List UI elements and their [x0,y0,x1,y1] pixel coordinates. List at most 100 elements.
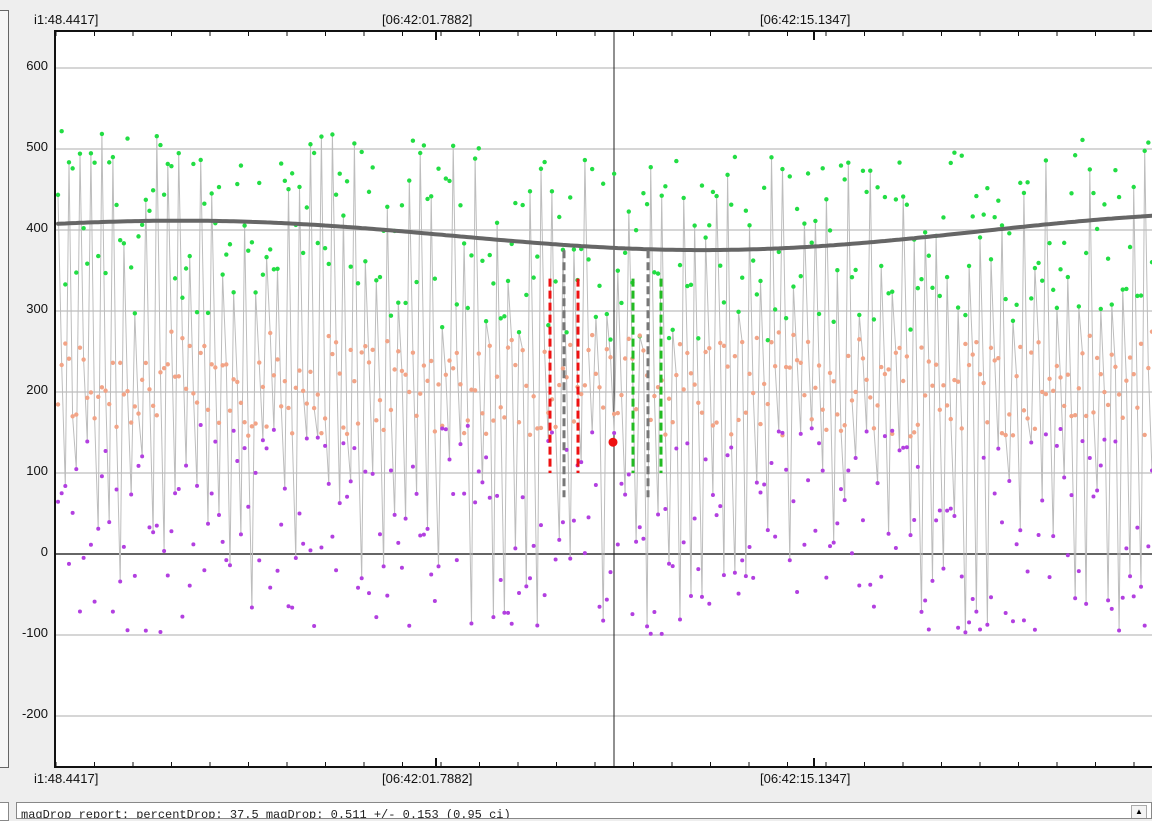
salmon-point [1065,372,1071,377]
purple-point [688,593,693,598]
purple-point [132,573,137,578]
purple-point [410,464,415,469]
green-point [721,300,727,305]
purple-point [308,548,313,553]
purple-point [923,598,928,603]
salmon-point [286,405,291,411]
salmon-point [868,395,873,400]
salmon-point [264,424,269,429]
purple-point [1098,463,1103,468]
green-point [359,149,364,155]
purple-point [293,556,298,561]
green-point [454,302,460,307]
purple-point [465,423,470,428]
salmon-point [849,398,855,403]
green-point [388,313,394,318]
salmon-point [202,343,207,349]
report-text-area[interactable]: magDrop report: percentDrop: 37.5 magDro… [16,802,1152,819]
green-point [527,189,533,194]
green-point [264,254,269,260]
salmon-point [911,430,917,435]
purple-point [414,491,419,496]
green-point [132,311,138,316]
purple-point [659,631,664,636]
salmon-point [282,379,288,384]
salmon-point [926,359,932,364]
green-point [191,161,196,167]
green-point [1007,231,1012,236]
green-point [169,163,174,169]
green-point [1029,296,1034,301]
salmon-point [491,418,496,423]
green-point [761,185,767,191]
purple-point [809,426,814,431]
purple-point [678,617,683,622]
salmon-point [355,421,361,426]
salmon-point [337,371,342,376]
green-point [246,248,251,253]
green-point [985,185,990,191]
purple-point [114,487,119,492]
purple-point [99,474,104,479]
green-point [1036,260,1041,266]
purple-point [714,513,719,518]
purple-point [191,542,196,547]
salmon-point [831,379,836,384]
purple-point [564,447,569,452]
salmon-point [758,421,763,427]
plot-canvas[interactable] [56,32,1152,766]
purple-point [509,621,514,626]
green-point [915,285,921,291]
green-point [981,212,986,217]
scroll-up-icon[interactable]: ▲ [1131,805,1147,818]
green-point [959,153,964,158]
green-point [403,300,408,306]
purple-point [967,620,972,625]
green-point [260,272,266,277]
salmon-point [568,342,573,348]
purple-point [1021,618,1026,623]
purple-point [74,467,79,472]
salmon-point [1036,340,1041,345]
purple-point [868,582,873,587]
salmon-point [802,392,807,398]
green-point [300,250,306,256]
purple-point [392,512,397,517]
purple-point [699,594,704,599]
green-point [568,195,573,200]
purple-point [703,457,708,462]
purple-point [864,429,869,434]
purple-point [875,481,880,486]
green-point [831,319,836,325]
green-point [597,283,602,289]
green-point [996,198,1001,203]
purple-point [681,540,686,545]
green-point [681,195,686,201]
salmon-point [820,407,825,412]
green-point [344,179,350,184]
green-point [304,205,310,210]
purple-point [593,482,598,487]
purple-point [66,561,71,566]
salmon-point [718,340,723,346]
salmon-point [118,360,123,366]
salmon-point [743,410,749,415]
purple-point [136,463,141,468]
purple-point [282,486,287,491]
purple-point [1080,439,1085,444]
salmon-point [480,411,485,416]
green-point [180,295,185,300]
green-point [780,166,785,172]
plot-area[interactable] [54,30,1152,768]
purple-point [520,495,525,500]
salmon-point [681,387,686,392]
green-point [549,189,555,194]
salmon-point [988,345,994,351]
left-panel-edge [0,10,9,768]
salmon-point [941,383,946,388]
salmon-point [128,420,134,425]
purple-point [1091,494,1096,499]
salmon-point [948,416,953,422]
salmon-point [289,431,295,436]
purple-point [919,609,924,614]
